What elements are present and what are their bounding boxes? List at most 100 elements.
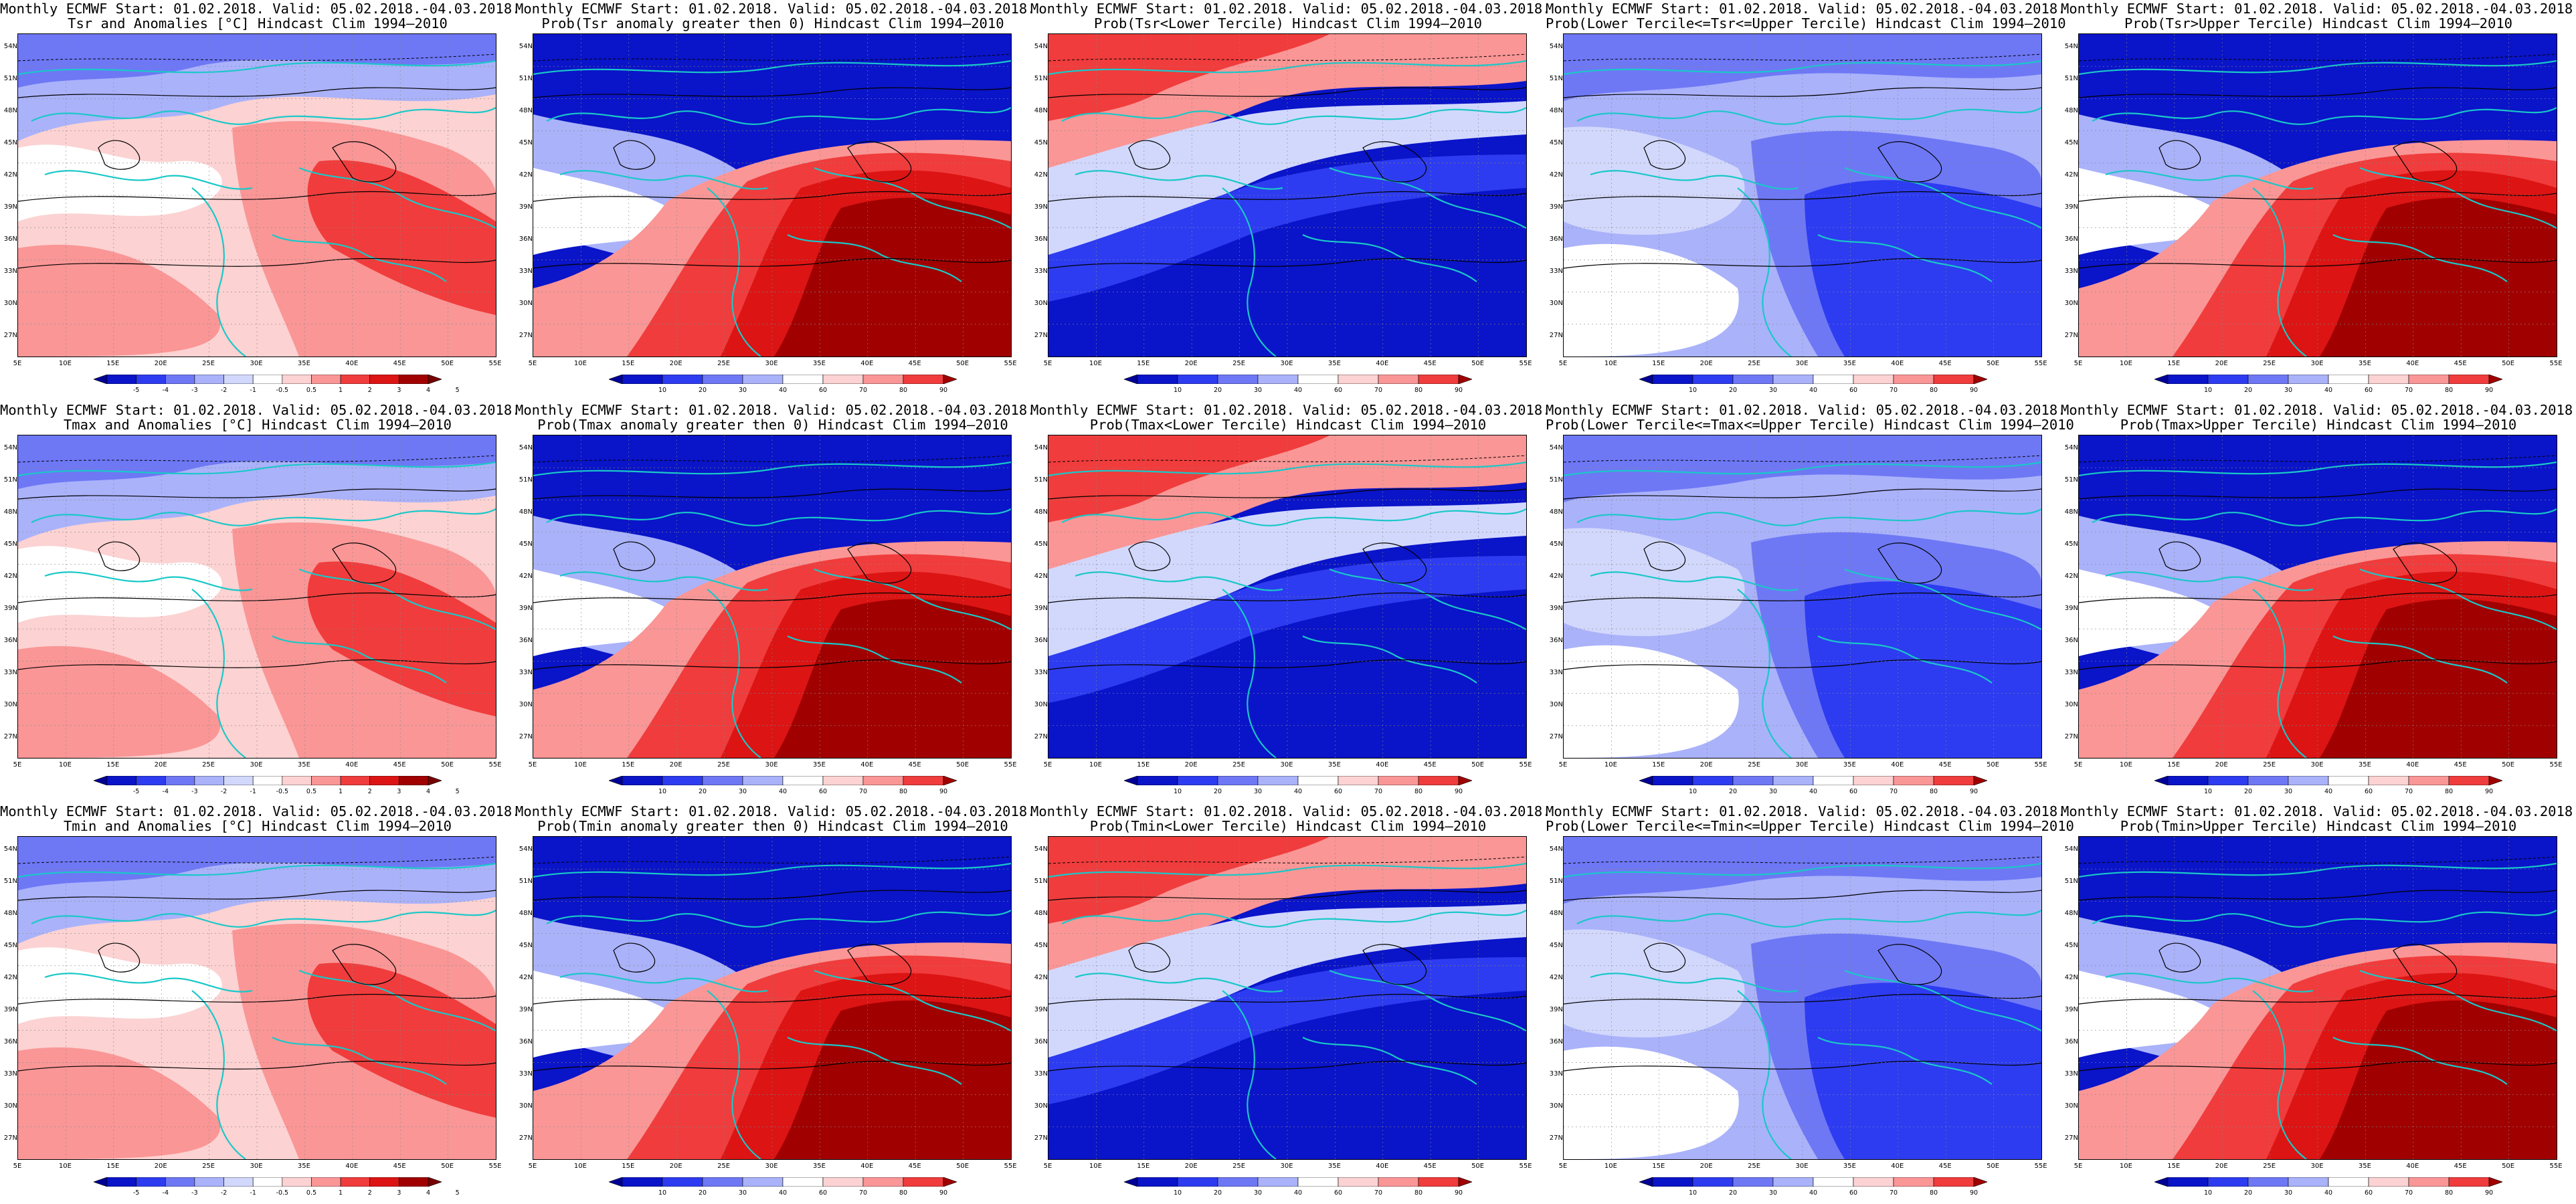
latitude-label: 42N	[519, 974, 533, 981]
latitude-label: 51N	[519, 75, 533, 82]
panel-title-line1: Monthly ECMWF Start: 01.02.2018. Valid: …	[515, 402, 1036, 418]
contour-line	[1048, 54, 1526, 62]
coastline-line	[1737, 589, 1792, 758]
map-field	[1048, 435, 1526, 758]
coastline-line	[191, 990, 246, 1159]
longitude-label: 35E	[812, 761, 826, 769]
latitude-label: 45N	[2064, 139, 2078, 146]
panel-title-line2: Prob(Tmax<Lower Tercile) Hindcast Clim 1…	[1089, 417, 1487, 433]
longitude-label: 20E	[2215, 761, 2228, 769]
colorbar	[1639, 776, 1987, 785]
contour-line	[18, 856, 496, 864]
contour-line	[1564, 890, 2041, 901]
colorbar-segment	[1137, 776, 1178, 785]
colorbar-tick-label: 3	[397, 788, 401, 795]
latitude-label: 36N	[2064, 235, 2078, 243]
colorbar	[1639, 1177, 1987, 1187]
contour-line	[1362, 944, 1427, 985]
longitude-label: 20E	[1699, 1163, 1713, 1170]
panel-title-line2: Tmax and Anomalies [°C] Hindcast Clim 19…	[63, 417, 452, 433]
colorbar-tick-label: 10	[658, 387, 667, 394]
latitude-label: 54N	[1034, 444, 1048, 452]
latitude-label: 30N	[1034, 701, 1048, 708]
latitude-label: 54N	[1549, 444, 1563, 452]
latitude-label: 54N	[3, 43, 17, 50]
colorbar-segment	[340, 1177, 371, 1187]
colorbar-tick-label: 4	[426, 1189, 431, 1197]
latitude-label: 39N	[2064, 203, 2078, 211]
longitude-label: 40E	[1376, 1163, 1389, 1170]
contour-line	[2079, 856, 2557, 864]
latitude-label: 42N	[1034, 974, 1048, 981]
colorbar-tick-label: 30	[738, 387, 747, 394]
coastline-line	[2252, 187, 2307, 357]
colorbar-tick-label: 70	[1889, 788, 1898, 795]
colorbar-tick-label: -2	[220, 788, 227, 795]
colorbar-segment	[2167, 1177, 2209, 1187]
panel-title-line1: Monthly ECMWF Start: 01.02.2018. Valid: …	[1030, 803, 1551, 819]
longitude-label: 50E	[441, 1163, 454, 1170]
panel-title-line2: Prob(Lower Tercile<=Tmax<=Upper Tercile)…	[1546, 417, 2074, 433]
contour-line	[1362, 141, 1427, 183]
latitude-label: 48N	[1034, 910, 1048, 917]
colorbar-segment	[223, 776, 254, 785]
colorbar-tick-label: 60	[818, 387, 828, 394]
longitude-label: 15E	[1137, 761, 1150, 769]
colorbar-tick-label: 20	[1213, 1189, 1222, 1197]
longitude-label: 45E	[2454, 1163, 2467, 1170]
longitude-label: 35E	[297, 761, 310, 769]
contour-line	[1564, 659, 2041, 670]
latitude-label: 42N	[519, 573, 533, 580]
longitude-label: 35E	[2358, 360, 2371, 367]
latitude-label: 30N	[3, 1102, 17, 1110]
colorbar-segment	[1772, 776, 1814, 785]
colorbar-segment	[742, 776, 784, 785]
latitude-label: 30N	[1549, 701, 1563, 708]
longitude-label: 5E	[13, 1163, 22, 1170]
contour-line	[1048, 191, 1526, 202]
colorbar-segment	[136, 375, 166, 384]
coastline-line	[707, 187, 761, 357]
colorbar-tick-label: 40	[1809, 387, 1818, 394]
longitude-label: 35E	[1843, 1163, 1856, 1170]
colorbar-segment	[1418, 1177, 1459, 1187]
map-field	[1048, 837, 1526, 1159]
longitude-label: 30E	[1280, 761, 1293, 769]
panel-title-line1: Monthly ECMWF Start: 01.02.2018. Valid: …	[515, 1, 1036, 17]
coastline-line	[1817, 635, 1993, 684]
colorbar-segment	[369, 776, 399, 785]
longitude-label: 20E	[669, 1163, 682, 1170]
map-panel: Monthly ECMWF Start: 01.02.2018. Valid: …	[2061, 401, 2576, 803]
colorbar-segment	[165, 776, 195, 785]
latitude-label: 51N	[1034, 476, 1048, 484]
panel-title-line1: Monthly ECMWF Start: 01.02.2018. Valid: …	[0, 803, 521, 819]
colorbar-tick-label: 30	[1253, 788, 1263, 795]
map-panel: Monthly ECMWF Start: 01.02.2018. Valid: …	[1030, 803, 1551, 1204]
coastline-line	[1564, 60, 2041, 76]
longitude-label: 45E	[2454, 761, 2467, 769]
colorbar-tick-label: -1	[250, 788, 256, 795]
map-area	[533, 33, 1012, 357]
colorbar-segment	[1297, 1177, 1339, 1187]
colorbar-tick-label: 70	[858, 788, 868, 795]
map-area	[1563, 33, 2042, 357]
colorbar-tick-label: 20	[698, 387, 707, 394]
colorbar-segment	[782, 1177, 824, 1187]
colorbar-tick-label: 5	[455, 788, 460, 795]
coastline-line	[1844, 568, 2041, 630]
longitude-label: 55E	[1519, 761, 1532, 769]
longitude-label: 30E	[2310, 360, 2324, 367]
latitude-label: 39N	[3, 605, 17, 612]
colorbar-segment	[2368, 375, 2409, 384]
colorbar-tick-label: 10	[2203, 1189, 2213, 1197]
latitude-label: 30N	[2064, 300, 2078, 307]
colorbar-segment	[2247, 1177, 2289, 1187]
contour-line	[2393, 944, 2458, 985]
colorbar-segment	[1732, 1177, 1774, 1187]
longitude-label: 40E	[1891, 360, 1904, 367]
colorbar-segment	[194, 375, 224, 384]
longitude-label: 55E	[488, 761, 502, 769]
longitude-label: 55E	[2034, 360, 2047, 367]
colorbar	[2154, 375, 2502, 384]
map-area	[2078, 836, 2557, 1160]
